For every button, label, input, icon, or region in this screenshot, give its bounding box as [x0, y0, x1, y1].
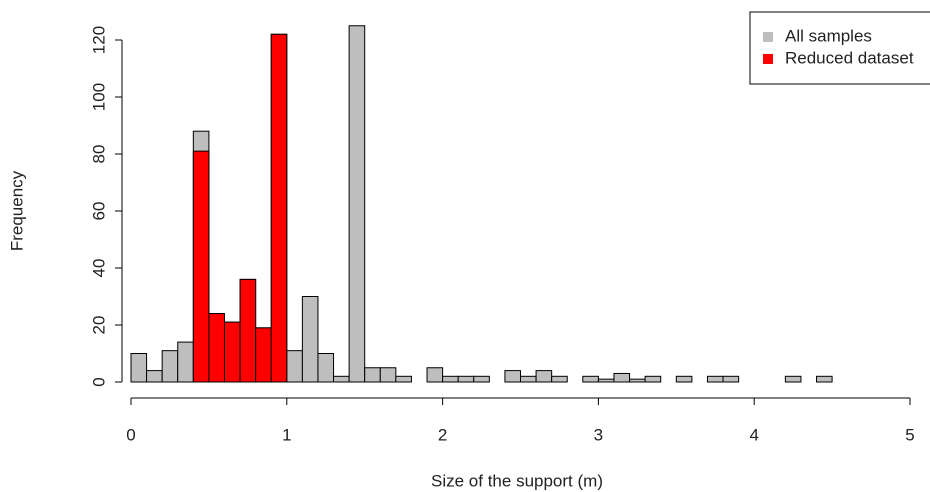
bar [333, 375, 350, 383]
bar [395, 375, 412, 383]
bar [177, 341, 194, 383]
x-tick-label: 4 [749, 425, 758, 444]
bar [457, 375, 475, 383]
bar [675, 375, 693, 383]
bar [582, 375, 599, 383]
bar [520, 375, 537, 383]
bar [722, 375, 740, 383]
legend-box [749, 11, 930, 85]
x-tick-label: 0 [126, 425, 135, 444]
y-axis-label: Frequency [7, 170, 26, 251]
x-tick-label: 2 [438, 425, 447, 444]
y-tick-label: 40 [89, 259, 108, 278]
bar [270, 33, 288, 383]
legend-swatch [763, 32, 773, 42]
legend-label: Reduced dataset [785, 48, 914, 67]
bar [535, 370, 553, 383]
bar [379, 367, 397, 383]
x-tick-label: 3 [594, 425, 603, 444]
bar [442, 375, 459, 383]
bar [286, 350, 303, 383]
y-tick-label: 0 [89, 377, 108, 386]
bar [784, 375, 802, 383]
legend-label: All samples [785, 26, 872, 45]
bar [255, 327, 272, 383]
bar [146, 370, 163, 383]
bar [613, 372, 631, 383]
bar [629, 378, 646, 383]
bar [301, 296, 319, 383]
bar [644, 375, 662, 383]
x-tick-label: 5 [905, 425, 914, 444]
x-tick-label: 1 [282, 425, 291, 444]
y-tick-label: 100 [89, 83, 108, 111]
bar [816, 375, 833, 383]
x-axis-label: Size of the support (m) [431, 471, 603, 490]
y-tick-label: 20 [89, 316, 108, 335]
bar [208, 313, 225, 383]
bar [504, 370, 522, 383]
bar [130, 353, 148, 383]
bar [706, 375, 724, 383]
y-tick-label: 120 [89, 26, 108, 54]
bar [348, 25, 366, 383]
bar [192, 150, 210, 383]
bar [223, 321, 241, 383]
y-tick-label: 60 [89, 202, 108, 221]
bar [551, 375, 568, 383]
bar [426, 367, 444, 383]
bar [473, 375, 490, 383]
y-tick-label: 80 [89, 145, 108, 164]
bar [239, 278, 257, 383]
bar [317, 353, 335, 383]
bar [161, 350, 179, 383]
bar [364, 367, 381, 383]
bar [597, 378, 615, 383]
legend-swatch [763, 54, 773, 64]
